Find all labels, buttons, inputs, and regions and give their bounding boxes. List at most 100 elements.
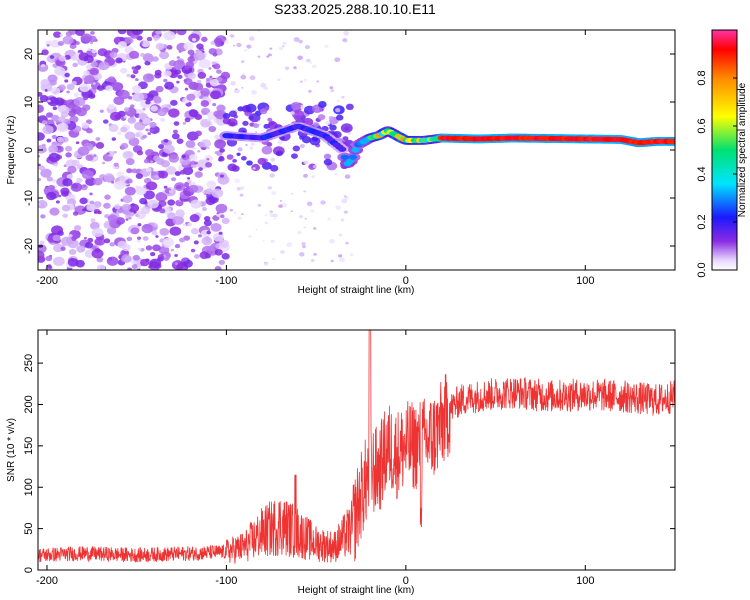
spectrogram-blob bbox=[201, 36, 208, 42]
spectrogram-blob bbox=[40, 168, 52, 178]
spectrogram-blob bbox=[210, 222, 222, 232]
spectrogram-blob bbox=[257, 157, 267, 165]
spectrogram-blob bbox=[83, 75, 96, 85]
spectrogram-blob bbox=[64, 145, 73, 152]
spectrogram-blob bbox=[249, 75, 256, 80]
y-tick-label: 200 bbox=[23, 395, 35, 413]
spectrogram-blob bbox=[281, 123, 285, 125]
snr-y-ticks: 0 50 100 150 200 250 bbox=[23, 354, 675, 573]
spectrogram-blob bbox=[312, 164, 317, 169]
spectrogram-blob bbox=[261, 145, 273, 155]
spectrogram-blob bbox=[208, 125, 217, 133]
spectrogram-blob bbox=[264, 221, 269, 225]
spectrogram-blob bbox=[241, 86, 244, 89]
spectrogram-blob bbox=[163, 30, 176, 41]
spectrogram-blob bbox=[134, 65, 141, 71]
spectrogram-blob bbox=[64, 79, 69, 83]
spectrogram-blob bbox=[141, 40, 151, 48]
spectrogram-blob bbox=[55, 200, 60, 204]
spectrogram-blob bbox=[234, 178, 241, 184]
spectrogram-blob bbox=[212, 63, 221, 70]
spectrogram-blob bbox=[68, 110, 76, 117]
spectrogram-blob bbox=[170, 99, 178, 106]
colorbar-tick-label: 0.0 bbox=[696, 262, 708, 277]
spectrogram-blob bbox=[89, 192, 93, 196]
spectrogram-blob bbox=[87, 237, 94, 243]
x-tick-label: 0 bbox=[403, 575, 409, 587]
spectrogram-y-ticks: -20 -10 0 10 20 bbox=[23, 48, 675, 254]
spectrogram-blob bbox=[218, 156, 225, 162]
spectrogram-blob bbox=[123, 115, 127, 119]
spectrogram-blob bbox=[53, 31, 62, 38]
spectrogram-blob bbox=[166, 45, 173, 50]
spectrogram-blob bbox=[268, 53, 272, 57]
spectrogram-blob bbox=[80, 33, 93, 43]
spectrogram-blob bbox=[57, 41, 64, 46]
spectrogram-blob bbox=[347, 132, 352, 135]
spectrogram-blob bbox=[334, 172, 338, 176]
spectrogram-blob bbox=[142, 73, 155, 83]
spectrogram-blob bbox=[144, 60, 151, 66]
spectrogram-blob bbox=[78, 52, 89, 61]
spectrogram-blob bbox=[163, 78, 168, 83]
spectrogram-blob bbox=[335, 108, 341, 113]
spectrogram-blob bbox=[188, 33, 200, 43]
spectrogram-blob bbox=[83, 70, 90, 76]
spectrogram-blob bbox=[117, 131, 122, 136]
spectrogram-blob bbox=[338, 233, 343, 237]
spectrogram-blob bbox=[327, 217, 332, 221]
spectrogram-blob bbox=[158, 44, 164, 49]
spectrogram-blob bbox=[293, 37, 300, 42]
spectrogram-blob bbox=[62, 213, 69, 218]
spectrogram-blob bbox=[105, 85, 113, 92]
spectrogram-blob bbox=[306, 201, 313, 207]
spectrogram-blob bbox=[168, 154, 180, 163]
spectrogram-blob bbox=[344, 174, 351, 179]
spectrogram-blob bbox=[270, 239, 275, 244]
spectrogram-blob bbox=[39, 95, 49, 103]
spectrogram-blob bbox=[106, 256, 119, 266]
spectrogram-blob bbox=[128, 50, 140, 59]
spectrogram-blob bbox=[230, 81, 236, 86]
spectrogram-blob bbox=[134, 121, 146, 131]
spectrogram-blob bbox=[258, 120, 261, 122]
spectrogram-blob bbox=[142, 117, 152, 125]
spectrogram-blob bbox=[132, 85, 142, 93]
spectrogram-blob bbox=[119, 175, 126, 181]
spectrogram-blob bbox=[201, 236, 213, 246]
spectrogram-blob bbox=[53, 163, 58, 167]
spectrogram-blob bbox=[131, 168, 138, 174]
spectrogram-blob bbox=[58, 104, 70, 114]
spectrogram-blob bbox=[146, 181, 158, 191]
spectrogram-blob bbox=[103, 173, 115, 182]
spectrogram-blob bbox=[158, 170, 169, 179]
spectrogram-blob bbox=[103, 202, 111, 209]
spectrogram-blob bbox=[127, 203, 140, 213]
spectrogram-blob bbox=[70, 182, 83, 192]
spectrogram-blob bbox=[165, 166, 177, 175]
spectrogram-blob bbox=[126, 267, 133, 270]
spectrogram-blob bbox=[292, 109, 304, 120]
spectrogram-blob bbox=[277, 78, 281, 81]
spectrogram-blob bbox=[41, 120, 48, 125]
spectrogram-blob bbox=[95, 142, 105, 149]
spectrogram-blob bbox=[182, 259, 193, 268]
spectrogram-blob bbox=[96, 85, 105, 91]
colorbar-tick-label: 0.6 bbox=[696, 118, 708, 133]
spectrogram-blob bbox=[318, 101, 327, 108]
spectrogram-blob bbox=[196, 43, 204, 50]
spectrogram-blob bbox=[291, 192, 294, 195]
spectrogram-blob bbox=[212, 232, 224, 242]
spectrogram-blob bbox=[154, 72, 162, 79]
spectrogram-blob bbox=[89, 67, 100, 76]
spectrogram-blob bbox=[115, 217, 126, 225]
spectrogram-blob bbox=[174, 262, 179, 266]
spectrogram-blob bbox=[272, 213, 278, 218]
spectrogram-blob bbox=[90, 218, 96, 223]
spectrogram-blob bbox=[208, 67, 212, 70]
spectrogram-blob bbox=[215, 203, 228, 214]
spectrogram-blob bbox=[343, 30, 350, 36]
spectrogram-blob bbox=[309, 61, 313, 64]
spectrogram-blob bbox=[269, 164, 279, 172]
spectrogram-blob bbox=[155, 30, 162, 35]
